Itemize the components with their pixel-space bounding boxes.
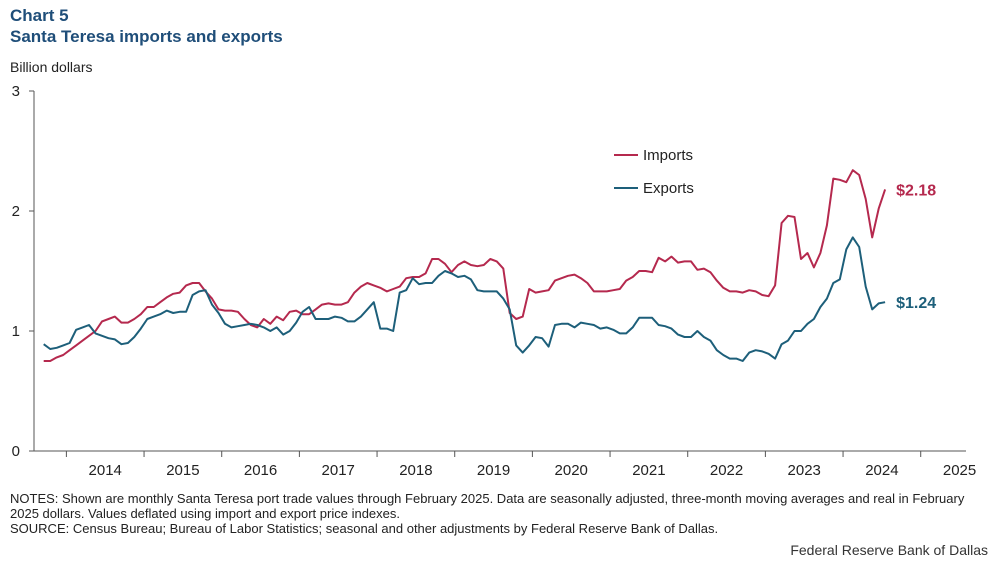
x-tick-label: 2024 [865,462,898,479]
x-tick-label: 2021 [632,462,665,479]
x-tick-label: 2016 [244,462,277,479]
chart-label: Chart 5 [10,6,69,25]
x-tick-label: 2018 [399,462,432,479]
x-tick-label: 2023 [788,462,821,479]
credit-text: Federal Reserve Bank of Dallas [790,542,988,558]
imports-end-label: $2.18 [896,182,936,199]
exports-line [43,236,886,362]
y-tick-label: 1 [12,323,20,340]
legend-label-imports: Imports [643,147,693,164]
x-tick-label: 2019 [477,462,510,479]
exports-end-label: $1.24 [896,295,936,312]
imports-line [43,169,887,362]
x-tick-label: 2020 [555,462,588,479]
x-tick-label: 2022 [710,462,743,479]
x-tick-label: 2014 [89,462,122,479]
y-tick-label: 3 [12,83,20,100]
y-tick-label: 2 [12,203,20,220]
x-tick-label: 2025 [943,462,976,479]
source-text: SOURCE: Census Bureau; Bureau of Labor S… [10,521,719,536]
y-tick-label: 0 [12,443,20,460]
legend-label-exports: Exports [643,180,694,197]
notes-text: NOTES: Shown are monthly Santa Teresa po… [10,491,965,521]
y-axis-unit-label: Billion dollars [10,59,93,75]
x-tick-label: 2017 [322,462,355,479]
chart-title: Santa Teresa imports and exports [10,27,283,46]
line-chart: 0 1 2 3 2014 2015 2016 2017 2018 2019 2020 2021 2022… [12,83,977,479]
notes-block: NOTES: Shown are monthly Santa Teresa po… [10,491,990,536]
x-tick-label: 2015 [166,462,199,479]
